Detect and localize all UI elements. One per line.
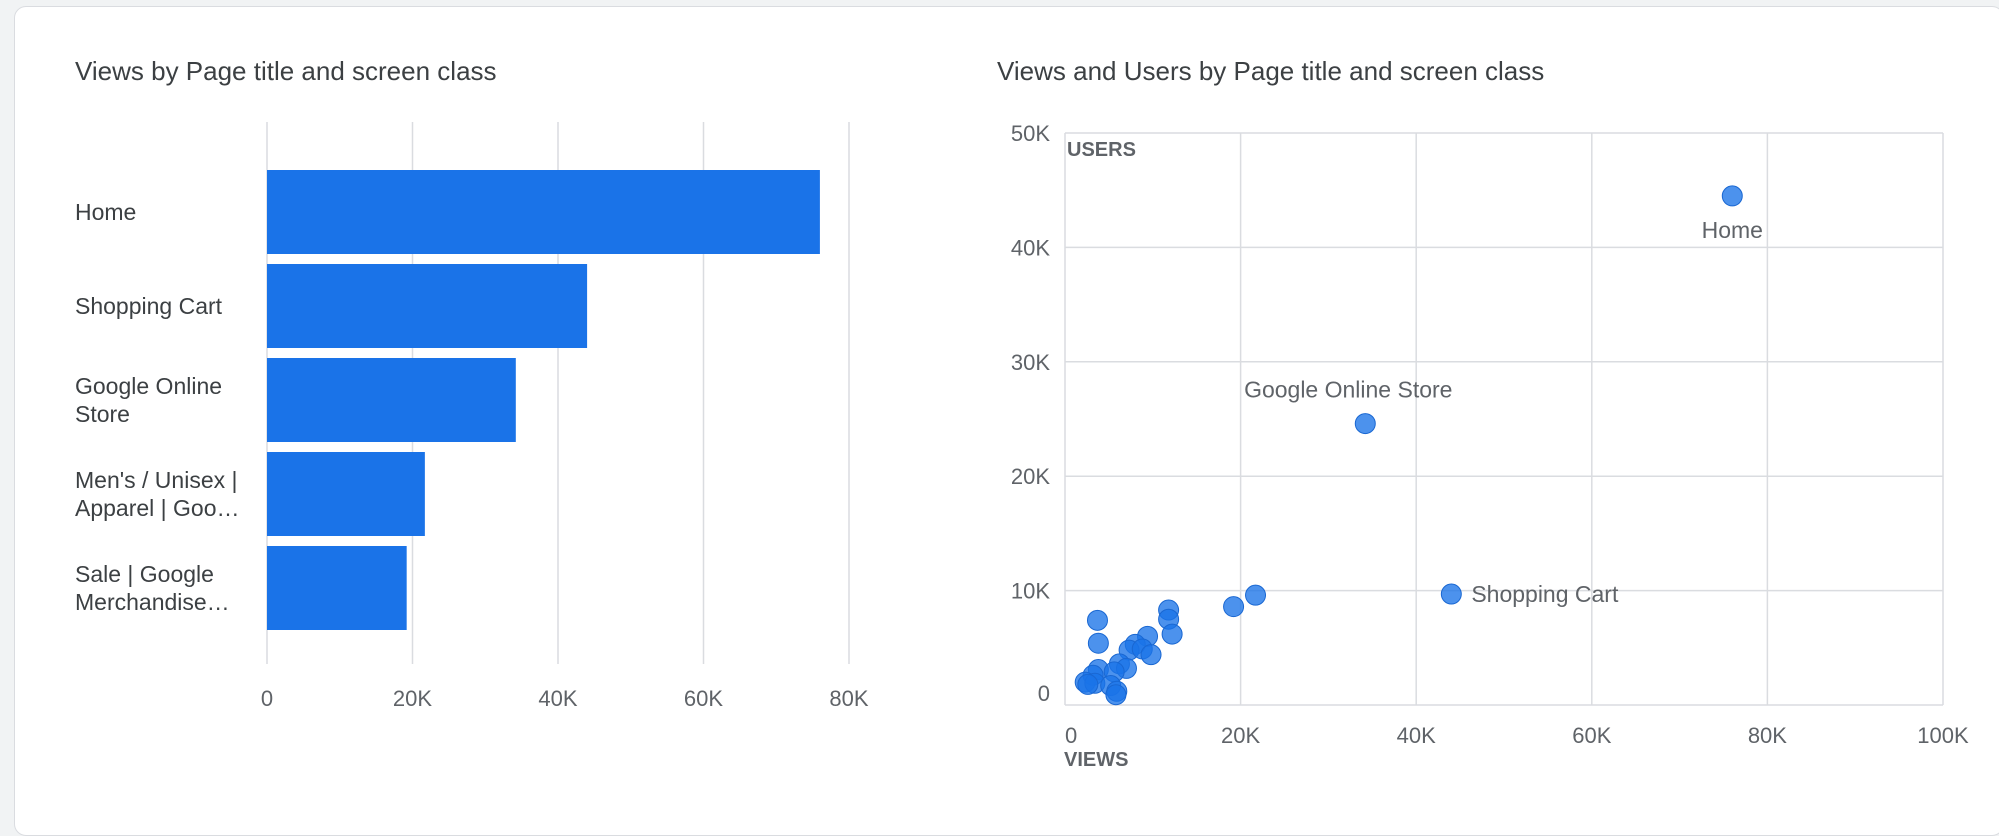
scatter-point-label: Google Online Store xyxy=(1244,377,1452,403)
scatter-y-tick-label: 40K xyxy=(1011,235,1050,260)
scatter-y-tick-label: 30K xyxy=(1011,350,1050,375)
scatter-x-tick-label: 80K xyxy=(1748,723,1787,748)
scatter-point xyxy=(1354,413,1376,435)
scatter-point xyxy=(1086,609,1108,631)
scatter-point xyxy=(1721,185,1743,207)
bar xyxy=(267,452,425,536)
scatter-point-label: Home xyxy=(1702,217,1763,243)
bar-category-label: Shopping Cart xyxy=(75,293,223,319)
bar-x-tick-label: 20K xyxy=(393,686,432,711)
bar-category-label: Google Online xyxy=(75,373,222,399)
scatter-chart-title: Views and Users by Page title and screen… xyxy=(997,56,1545,86)
scatter-x-tick-label: 60K xyxy=(1572,723,1611,748)
scatter-point xyxy=(1087,632,1109,654)
bar-x-tick-label: 0 xyxy=(261,686,273,711)
bar xyxy=(267,264,588,348)
scatter-x-tick-label: 0 xyxy=(1065,723,1077,748)
bar xyxy=(267,170,820,254)
bar-x-tick-label: 60K xyxy=(684,686,723,711)
scatter-point xyxy=(1245,584,1267,606)
scatter-y-tick-label: 10K xyxy=(1011,579,1050,604)
scatter-x-tick-label: 40K xyxy=(1397,723,1436,748)
scatter-y-tick-label: 20K xyxy=(1011,464,1050,489)
bar-category-label: Men's / Unisex | xyxy=(75,467,237,493)
bar-category-label: Sale | Google xyxy=(75,561,214,587)
scatter-point xyxy=(1223,596,1245,618)
scatter-x-axis-title: VIEWS xyxy=(1064,749,1128,771)
bar-x-tick-label: 80K xyxy=(829,686,868,711)
bar xyxy=(267,358,516,442)
bar-category-label: Merchandise… xyxy=(75,589,230,615)
scatter-point xyxy=(1440,583,1462,605)
scatter-point xyxy=(1140,644,1162,666)
scatter-y-axis-title: USERS xyxy=(1067,139,1136,161)
scatter-point-label: Shopping Cart xyxy=(1471,581,1619,607)
scatter-point xyxy=(1161,623,1183,645)
bar-x-tick-label: 40K xyxy=(538,686,577,711)
scatter-x-tick-label: 20K xyxy=(1221,723,1260,748)
bar-category-label: Home xyxy=(75,199,136,225)
scatter-y-tick-label: 50K xyxy=(1011,121,1050,146)
bar-category-label: Store xyxy=(75,401,130,427)
scatter-x-tick-label: 100K xyxy=(1917,723,1969,748)
scatter-y-tick-label: 0 xyxy=(1038,681,1050,706)
bar xyxy=(267,546,407,630)
bar-category-label: Apparel | Goo… xyxy=(75,495,240,521)
bar-chart-title: Views by Page title and screen class xyxy=(75,56,497,86)
scatter-point xyxy=(1105,684,1127,706)
scatter-point xyxy=(1077,673,1099,695)
